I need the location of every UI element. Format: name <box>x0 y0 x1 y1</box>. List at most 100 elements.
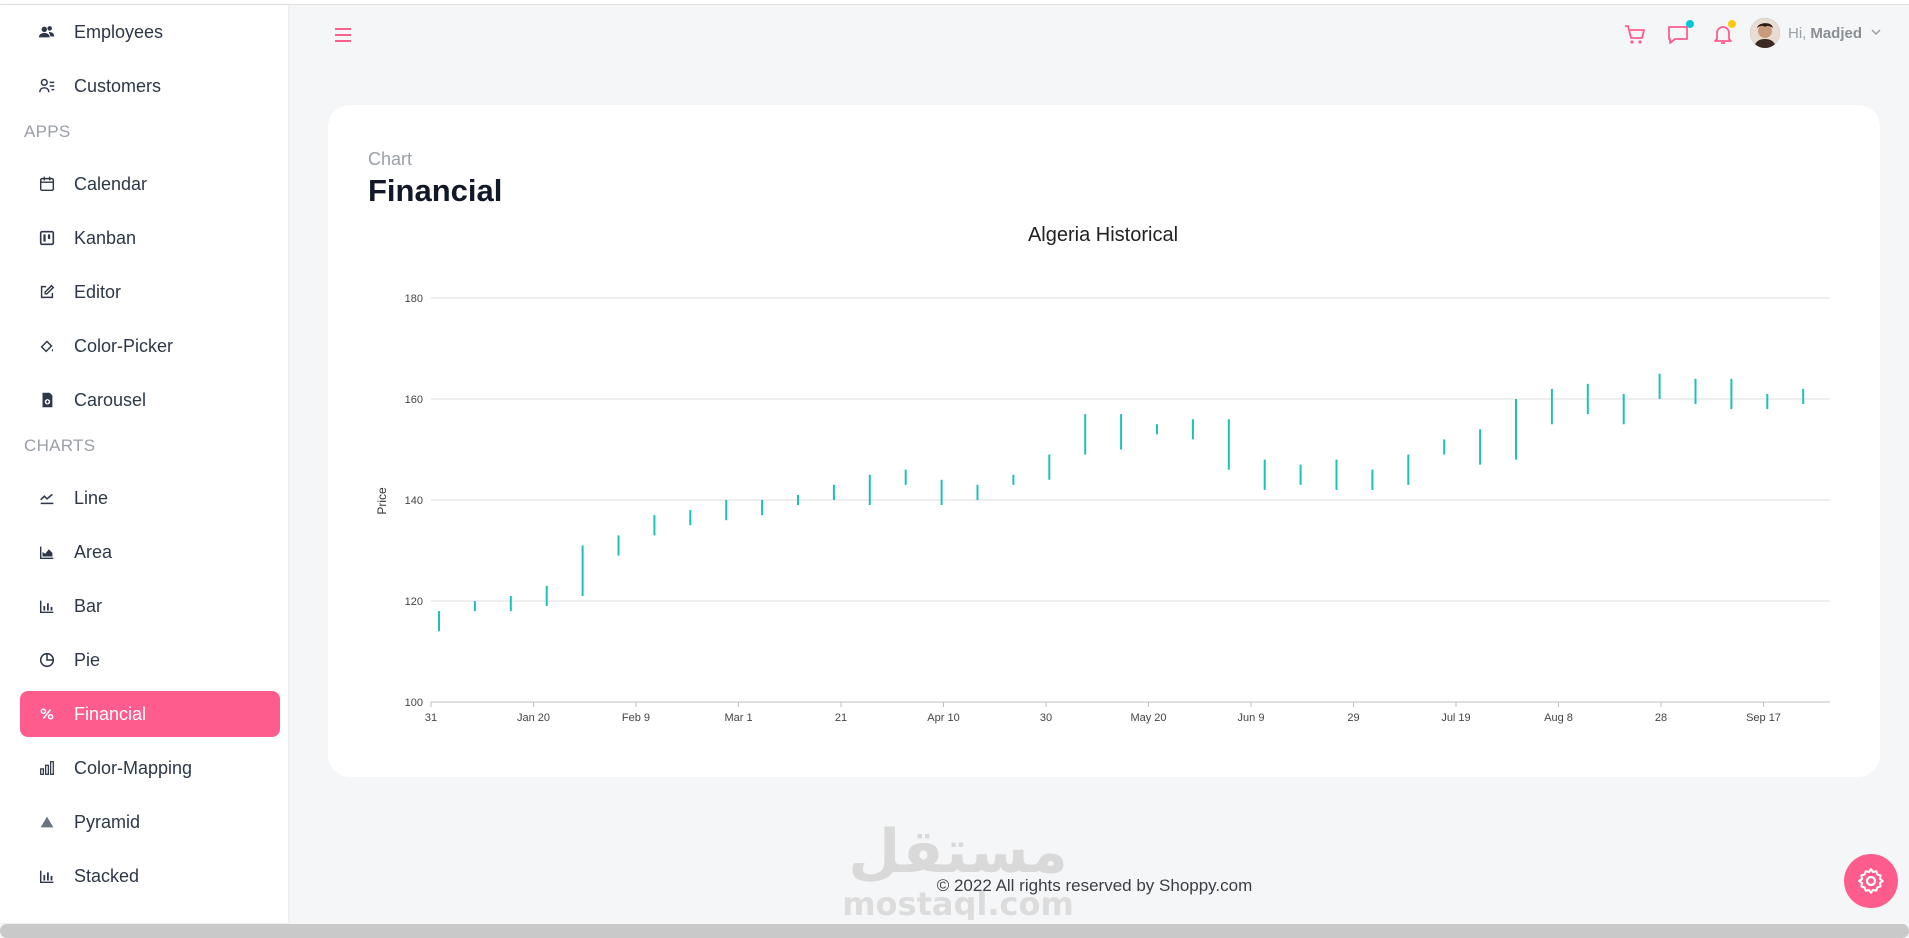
x-tick-label: 30 <box>1040 712 1052 724</box>
theme-settings-button[interactable] <box>1844 854 1898 908</box>
user-greeting[interactable]: Hi, Madjed <box>1788 25 1862 42</box>
top-border <box>0 0 1909 5</box>
x-tick-label: Aug 8 <box>1544 712 1573 724</box>
x-tick-label: May 20 <box>1130 712 1166 724</box>
sidebar-item-label: Calendar <box>74 173 148 194</box>
chart-card <box>328 105 1880 777</box>
color-mapping-icon <box>36 757 58 779</box>
x-tick-label: Sep 17 <box>1746 712 1781 724</box>
watermark-arabic: مستقل <box>848 817 1067 887</box>
sidebar-item-label: Area <box>74 541 113 562</box>
x-tick-label: Jan 20 <box>517 712 550 724</box>
sidebar-item-label: Carousel <box>74 389 147 410</box>
sidebar-item-kanban[interactable]: Kanban <box>20 215 280 261</box>
editor-icon <box>36 281 58 303</box>
sidebar-item-bar[interactable]: Bar <box>20 583 280 629</box>
sidebar-item-editor[interactable]: Editor <box>20 269 280 315</box>
user-avatar-image <box>1750 18 1780 48</box>
page-category: Chart <box>368 149 413 169</box>
pie-chart-icon <box>36 649 58 671</box>
stacked-chart-icon <box>36 865 58 887</box>
gear-icon <box>1858 868 1884 894</box>
user-name: Madjed <box>1810 25 1863 42</box>
sidebar-item-label: Editor <box>74 281 122 302</box>
chart-title: Algeria Historical <box>1028 224 1178 246</box>
y-tick-label: 140 <box>405 495 423 507</box>
watermark-latin: mostaql.com <box>842 885 1074 920</box>
chart-gridlines <box>431 297 1830 703</box>
x-tick-label: Mar 1 <box>724 712 752 724</box>
chevron-down-icon[interactable] <box>1870 26 1882 38</box>
sidebar-item-pyramid[interactable]: Pyramid <box>20 799 280 845</box>
customers-icon <box>36 75 58 97</box>
greeting-text: Hi, <box>1788 25 1807 42</box>
x-tick-label: 21 <box>835 712 847 724</box>
y-tick-label: 120 <box>405 596 423 608</box>
sidebar-item-color-mapping[interactable]: Color-Mapping <box>20 745 280 791</box>
sidebar: Employees Customers APPS Calendar Kanban… <box>0 5 288 923</box>
sidebar-item-customers[interactable]: Customers <box>20 63 280 109</box>
sidebar-item-label: Color-Mapping <box>74 757 193 778</box>
footer-copyright: © 2022 All rights reserved by Shoppy.com <box>936 876 1253 895</box>
x-tick-label: 31 <box>425 712 437 724</box>
charts-section-title: CHARTS <box>24 436 96 455</box>
bell-notification-dot <box>1728 20 1736 28</box>
hilo-series[interactable] <box>438 373 1805 632</box>
sidebar-item-line[interactable]: Line <box>20 475 280 521</box>
chat-notification-dot <box>1686 20 1694 28</box>
mostaql-watermark: مستقل mostaql.com <box>842 817 1074 920</box>
horizontal-scrollbar[interactable] <box>0 924 1909 938</box>
sidebar-item-financial[interactable]: Financial <box>20 691 280 737</box>
pyramid-icon <box>36 811 58 833</box>
sidebar-item-stacked[interactable]: Stacked <box>20 853 280 899</box>
chat-icon <box>1668 26 1688 44</box>
sidebar-item-label: Stacked <box>74 865 140 886</box>
bell-icon <box>1714 26 1732 44</box>
cart-button[interactable] <box>1622 22 1648 48</box>
sidebar-item-label: Financial <box>74 703 147 724</box>
chat-button[interactable] <box>1666 20 1694 48</box>
apps-section-title: APPS <box>24 122 71 141</box>
line-chart-icon <box>36 487 58 509</box>
area-chart-icon <box>36 541 58 563</box>
color-picker-icon <box>36 335 58 357</box>
x-tick-label: 29 <box>1347 712 1359 724</box>
employees-icon <box>36 21 58 43</box>
x-axis-ticks: 31 Jan 20 Feb 9 Mar 1 21 Apr 10 30 May 20 Jun 9 2… <box>425 702 1781 724</box>
hamburger-icon <box>335 28 351 42</box>
sidebar-item-label: Color-Picker <box>74 335 174 356</box>
sidebar-item-color-picker[interactable]: Color-Picker <box>20 323 280 369</box>
sidebar-item-employees[interactable]: Employees <box>20 9 280 55</box>
sidebar-item-area[interactable]: Area <box>20 529 280 575</box>
bar-chart-icon <box>36 595 58 617</box>
avatar[interactable] <box>1750 18 1780 48</box>
carousel-icon <box>36 389 58 411</box>
page-title: Financial <box>368 173 503 208</box>
y-tick-label: 100 <box>405 697 423 709</box>
sidebar-item-calendar[interactable]: Calendar <box>20 161 280 207</box>
kanban-icon <box>36 227 58 249</box>
y-tick-label: 160 <box>405 394 423 406</box>
notifications-button[interactable] <box>1710 20 1736 48</box>
financial-chart: Algeria Historical Price 100 120 140 160 180… <box>375 224 1830 724</box>
menu-toggle-button[interactable] <box>332 24 354 46</box>
sidebar-item-label: Customers <box>74 75 162 96</box>
x-tick-label: Feb 9 <box>622 712 650 724</box>
y-tick-label: 180 <box>405 293 423 305</box>
sidebar-item-label: Kanban <box>74 227 137 248</box>
x-tick-label: Jun 9 <box>1238 712 1265 724</box>
x-tick-label: Apr 10 <box>927 712 959 724</box>
sidebar-item-label: Line <box>74 487 109 508</box>
x-tick-label: 28 <box>1655 712 1667 724</box>
sidebar-item-carousel[interactable]: Carousel <box>20 377 280 423</box>
sidebar-item-label: Employees <box>74 21 164 42</box>
sidebar-item-pie[interactable]: Pie <box>20 637 280 683</box>
sidebar-item-label: Pie <box>74 649 101 670</box>
y-axis-label: Price <box>375 487 389 515</box>
financial-icon <box>36 703 58 725</box>
cart-icon <box>1625 25 1645 44</box>
y-axis-ticks: 100 120 140 160 180 <box>405 293 423 709</box>
sidebar-item-label: Bar <box>74 595 103 616</box>
x-tick-label: Jul 19 <box>1441 712 1470 724</box>
sidebar-item-label: Pyramid <box>74 811 141 832</box>
